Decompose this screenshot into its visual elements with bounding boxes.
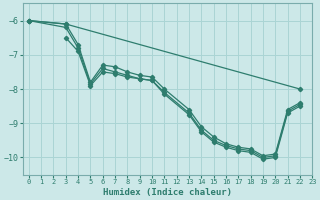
X-axis label: Humidex (Indice chaleur): Humidex (Indice chaleur): [103, 188, 232, 197]
